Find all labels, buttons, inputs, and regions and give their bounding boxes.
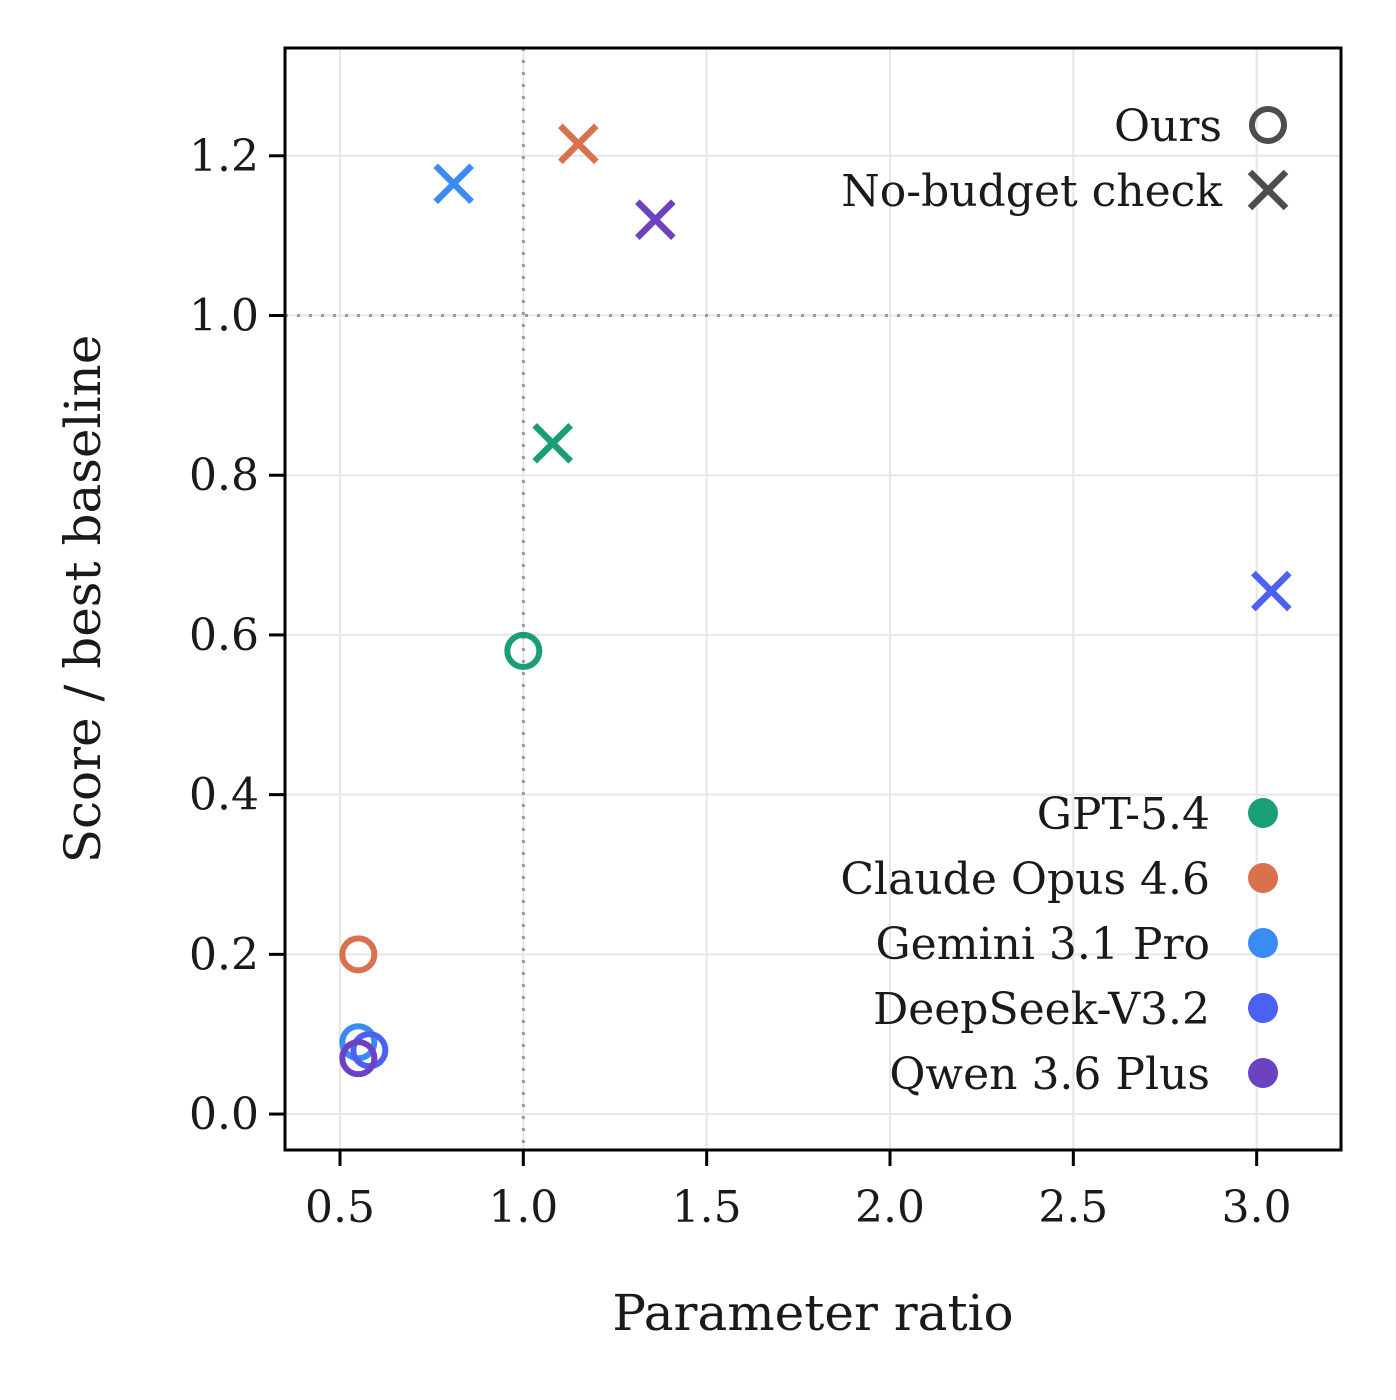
x-tick-label: 1.0 — [488, 1182, 558, 1233]
y-tick-label: 1.2 — [189, 131, 259, 182]
no-budget-check-point — [635, 199, 676, 240]
color-legend-label: Qwen 3.6 Plus — [889, 1049, 1210, 1100]
no-budget-check-point — [558, 123, 599, 165]
data-points — [339, 123, 1292, 1078]
x-tick-label: 1.5 — [672, 1182, 742, 1233]
grid-lines — [285, 48, 1341, 1150]
no-budget-check-point — [433, 163, 474, 205]
x-marker-stroke — [1251, 570, 1292, 612]
ours-point — [339, 935, 378, 974]
x-marker-stroke — [558, 123, 599, 165]
color-legend: GPT-5.4 Claude Opus 4.6 Gemini 3.1 Pro Deep… — [840, 789, 1278, 1100]
y-tick-label: 0.4 — [189, 770, 259, 821]
marker-legend-label: No-budget check — [841, 166, 1222, 217]
axis-ticks: 0.5 1.0 1.5 2.0 2.5 3.0 0.0 0.2 0.4 0.6 0.8 1.0 1.2 — [189, 131, 1292, 1233]
series-2 — [339, 163, 474, 1062]
x-marker-stroke — [532, 422, 573, 464]
ours-point — [504, 631, 543, 670]
color-legend-swatch — [1248, 993, 1278, 1023]
x-marker-stroke — [1247, 169, 1289, 211]
x-marker-stroke — [635, 199, 676, 240]
x-tick-label: 3.0 — [1222, 1182, 1292, 1233]
series-4 — [339, 199, 676, 1078]
marker-legend: Ours No-budget check — [841, 101, 1289, 217]
no-budget-check-point — [532, 422, 573, 464]
color-legend-swatch — [1248, 1058, 1278, 1088]
color-legend-swatch — [1248, 863, 1278, 893]
reference-lines — [285, 48, 1341, 1150]
no-budget-check-point — [1251, 570, 1292, 612]
marker-legend-label: Ours — [1114, 101, 1222, 152]
color-legend-label: DeepSeek-V3.2 — [873, 984, 1210, 1035]
y-tick-label: 0.8 — [189, 450, 259, 501]
y-tick-label: 0.6 — [189, 610, 259, 661]
color-legend-swatch — [1248, 928, 1278, 958]
x-tick-label: 2.0 — [855, 1182, 925, 1233]
marker-legend-symbol — [1249, 106, 1287, 144]
color-legend-label: GPT-5.4 — [1037, 789, 1210, 840]
y-tick-label: 0.2 — [189, 929, 259, 980]
x-marker-stroke — [433, 163, 474, 205]
series-1 — [339, 123, 599, 974]
marker-legend-symbol — [1247, 169, 1289, 211]
y-axis-label: Score / best baseline — [54, 335, 112, 864]
y-tick-label: 1.0 — [189, 291, 259, 342]
color-legend-label: Gemini 3.1 Pro — [876, 919, 1210, 970]
series-0 — [504, 422, 573, 670]
color-legend-label: Claude Opus 4.6 — [840, 854, 1210, 905]
legends: Ours No-budget check GPT-5.4 Claude Opus 4.… — [840, 101, 1289, 1100]
plot-frame — [283, 46, 1343, 1152]
x-tick-label: 0.5 — [305, 1182, 375, 1233]
color-legend-swatch — [1248, 798, 1278, 828]
y-tick-label: 0.0 — [189, 1089, 259, 1140]
x-axis-label: Parameter ratio — [612, 1284, 1013, 1342]
x-tick-label: 2.5 — [1038, 1182, 1108, 1233]
ours-point — [339, 1039, 378, 1078]
